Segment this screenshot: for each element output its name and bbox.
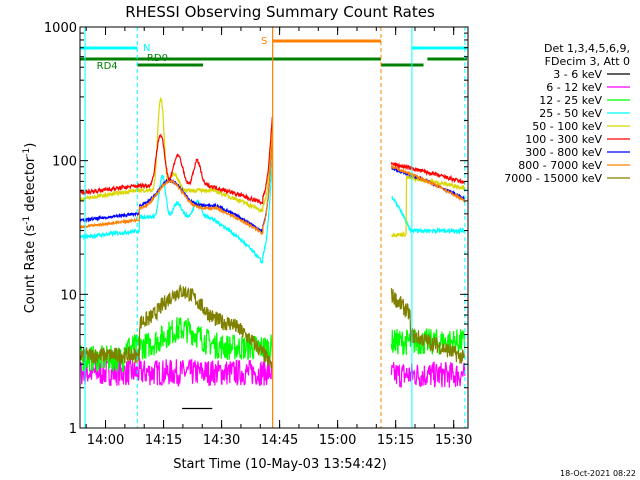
series-orange-line-1 bbox=[390, 164, 466, 204]
legend-entry-label: 12 - 25 keV bbox=[539, 94, 602, 107]
series-red-line-0 bbox=[80, 116, 273, 206]
legend-entry-label: 6 - 12 keV bbox=[546, 81, 602, 94]
legend-entry-label: 800 - 7000 keV bbox=[518, 159, 602, 172]
y-tick-label: 1 bbox=[69, 422, 77, 437]
series-red-line-1 bbox=[390, 161, 466, 185]
legend: Det 1,3,4,5,6,9,FDecim 3, Att 03 - 6 keV… bbox=[504, 42, 630, 185]
x-tick-label: 15:00 bbox=[319, 433, 356, 448]
series-orange-line-0 bbox=[80, 139, 273, 235]
flag-label-s: S bbox=[261, 36, 267, 47]
legend-entry-label: 3 - 6 keV bbox=[553, 68, 602, 81]
x-axis: 14:00 14:15 14:30 14:45 15:00 15:15 15:30 bbox=[85, 27, 472, 448]
footer-timestamp: 18-Oct-2021 08:22 bbox=[560, 469, 636, 478]
plot-frame bbox=[79, 26, 469, 429]
legend-entry-label: 50 - 100 keV bbox=[532, 120, 602, 133]
flag-label-rd4: RD4 bbox=[97, 61, 118, 72]
legend-header: FDecim 3, Att 0 bbox=[545, 55, 630, 68]
y-label-part: -1 bbox=[22, 148, 32, 157]
legend-entry-label: 100 - 300 keV bbox=[525, 133, 602, 146]
series-cyan-line-1 bbox=[391, 195, 466, 235]
y-tick-label: 1000 bbox=[44, 21, 77, 36]
series-olive-line-0 bbox=[80, 284, 273, 369]
series-olive-line-1 bbox=[390, 288, 466, 364]
y-label-part: detector bbox=[23, 156, 38, 216]
flag-label-rd0: RD0 bbox=[147, 53, 168, 64]
flag-label-n: N bbox=[143, 43, 150, 54]
series-cyan-line-0 bbox=[80, 161, 273, 264]
y-tick-label: 100 bbox=[52, 155, 77, 170]
x-tick-label: 14:45 bbox=[261, 433, 298, 448]
series-magenta-line-1 bbox=[390, 361, 466, 388]
x-axis-label: Start Time (10-May-03 13:54:42) bbox=[173, 457, 387, 472]
x-tick-label: 14:30 bbox=[203, 433, 240, 448]
legend-entry-label: 25 - 50 keV bbox=[539, 107, 602, 120]
y-axis-label: Count Rate (s-1 detector-1) bbox=[22, 143, 38, 314]
x-tick-label: 14:15 bbox=[145, 433, 182, 448]
y-tick-label: 10 bbox=[60, 288, 77, 303]
legend-entry-label: 7000 - 15000 keV bbox=[504, 172, 602, 185]
x-tick-label: 15:30 bbox=[435, 433, 472, 448]
x-tick-label: 15:15 bbox=[377, 433, 414, 448]
y-axis: 1 10 100 1000 bbox=[44, 21, 468, 437]
series-yellow-line-0 bbox=[80, 96, 273, 214]
legend-entry-label: 300 - 800 keV bbox=[525, 146, 602, 159]
y-label-part: Count Rate (s bbox=[23, 225, 38, 314]
y-label-part: -1 bbox=[22, 216, 32, 225]
y-label-part: ) bbox=[23, 143, 38, 148]
legend-header: Det 1,3,4,5,6,9, bbox=[544, 42, 630, 55]
series-yellow-line-1 bbox=[391, 174, 466, 239]
chart-title: RHESSI Observing Summary Count Rates bbox=[125, 3, 435, 21]
x-tick-label: 14:00 bbox=[87, 433, 124, 448]
